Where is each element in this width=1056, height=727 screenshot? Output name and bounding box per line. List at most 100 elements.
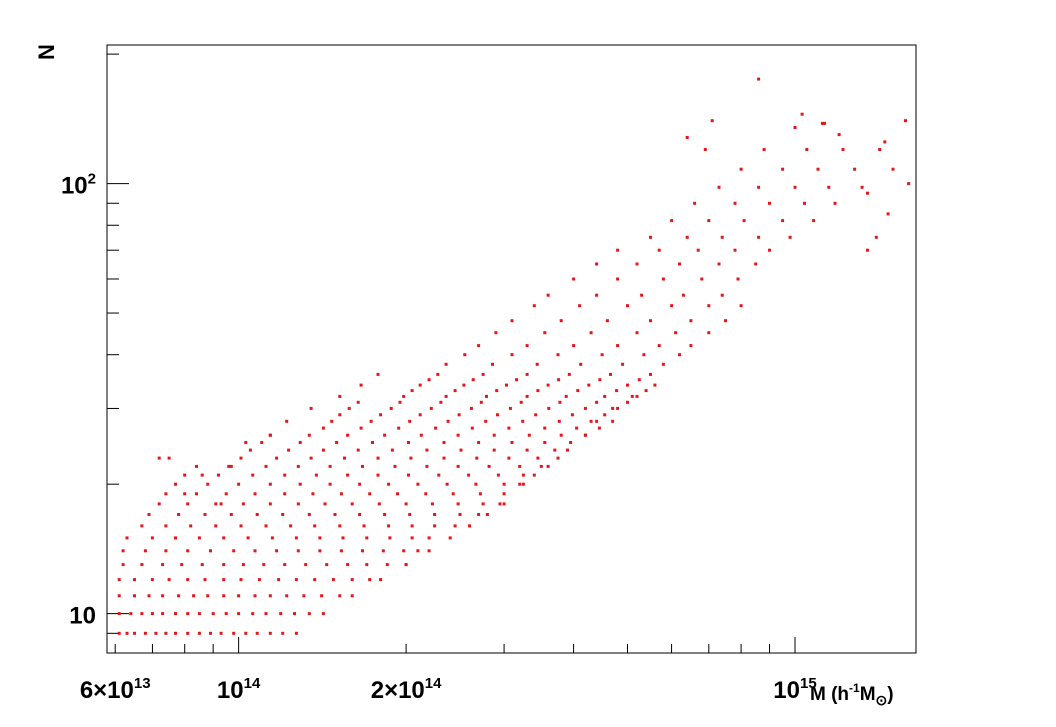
data-point [268, 433, 272, 437]
data-point [255, 631, 259, 635]
data-point [222, 578, 226, 582]
data-point [444, 362, 448, 366]
data-point [841, 148, 845, 151]
data-point [117, 594, 121, 598]
data-point [161, 612, 165, 616]
data-point [527, 433, 531, 437]
data-point [294, 578, 298, 582]
data-point [407, 473, 410, 477]
data-point [536, 389, 540, 393]
data-point [543, 426, 547, 430]
data-point [376, 456, 380, 460]
data-point [616, 277, 620, 281]
data-point [281, 631, 285, 635]
x-tick-label: 1015 [773, 675, 816, 704]
data-point [762, 148, 766, 151]
data-point [510, 441, 514, 444]
data-point [358, 513, 362, 516]
data-point [133, 578, 136, 582]
data-point [264, 612, 268, 616]
data-point [442, 441, 446, 444]
data-point [557, 419, 561, 423]
data-point [546, 383, 550, 387]
data-point [433, 513, 437, 516]
x-axis-title-sun: ⊙ [876, 692, 888, 708]
data-point [418, 413, 422, 417]
data-point [346, 433, 350, 437]
data-point [331, 578, 335, 582]
data-point [681, 293, 685, 297]
data-point [566, 448, 569, 452]
data-point [376, 473, 380, 477]
data-point [409, 456, 413, 460]
data-point [133, 631, 136, 635]
data-point [502, 492, 506, 496]
data-point [379, 578, 383, 582]
data-point [339, 492, 343, 496]
data-point [595, 419, 599, 423]
data-point [389, 406, 393, 410]
data-point [707, 219, 711, 223]
data-point [491, 362, 494, 366]
data-point [183, 473, 187, 477]
data-point [477, 344, 481, 348]
data-point [534, 413, 538, 417]
data-point [492, 448, 496, 452]
data-point [338, 413, 342, 417]
data-point [525, 372, 529, 376]
data-point [707, 304, 711, 308]
data-point [186, 631, 190, 635]
data-point [733, 201, 737, 205]
data-point [471, 378, 475, 382]
data-point [309, 406, 313, 410]
data-point [685, 235, 689, 239]
data-point [546, 464, 550, 468]
data-point [117, 631, 121, 635]
data-point [318, 536, 322, 540]
data-point [453, 389, 457, 393]
data-point [321, 448, 325, 452]
data-point [781, 219, 785, 223]
data-point [222, 594, 226, 598]
data-point [209, 549, 212, 553]
data-point [402, 549, 406, 553]
data-point [251, 473, 255, 477]
data-point [239, 456, 243, 460]
data-point [642, 353, 646, 357]
x-tick-label: 6×1013 [80, 675, 151, 704]
data-point [268, 482, 272, 486]
data-point [589, 331, 593, 335]
data-point [739, 167, 743, 171]
data-point [469, 406, 473, 410]
data-point [219, 631, 223, 635]
data-point [572, 277, 576, 281]
x-axis-title-main: M (h [810, 684, 849, 705]
data-point [496, 413, 499, 417]
data-point [333, 513, 337, 516]
data-point [595, 293, 599, 297]
data-point [264, 524, 268, 528]
data-point [717, 185, 721, 189]
data-point [621, 362, 625, 366]
data-point [197, 536, 201, 540]
data-point [430, 502, 434, 506]
data-point [183, 492, 187, 496]
data-point [260, 441, 264, 444]
data-point [505, 383, 508, 387]
data-point [553, 448, 557, 452]
data-point [611, 406, 615, 410]
data-point [442, 456, 446, 460]
data-point [883, 140, 887, 144]
data-point [525, 344, 529, 348]
data-point [891, 167, 895, 171]
data-point [365, 563, 369, 567]
data-point [387, 482, 391, 486]
data-point [390, 448, 394, 452]
data-point [140, 612, 144, 616]
data-point [626, 400, 629, 404]
data-point [298, 441, 302, 444]
data-point [296, 502, 300, 506]
data-point [244, 631, 248, 635]
data-point [328, 464, 332, 468]
x-tick-label-exponent: 14 [425, 675, 442, 692]
